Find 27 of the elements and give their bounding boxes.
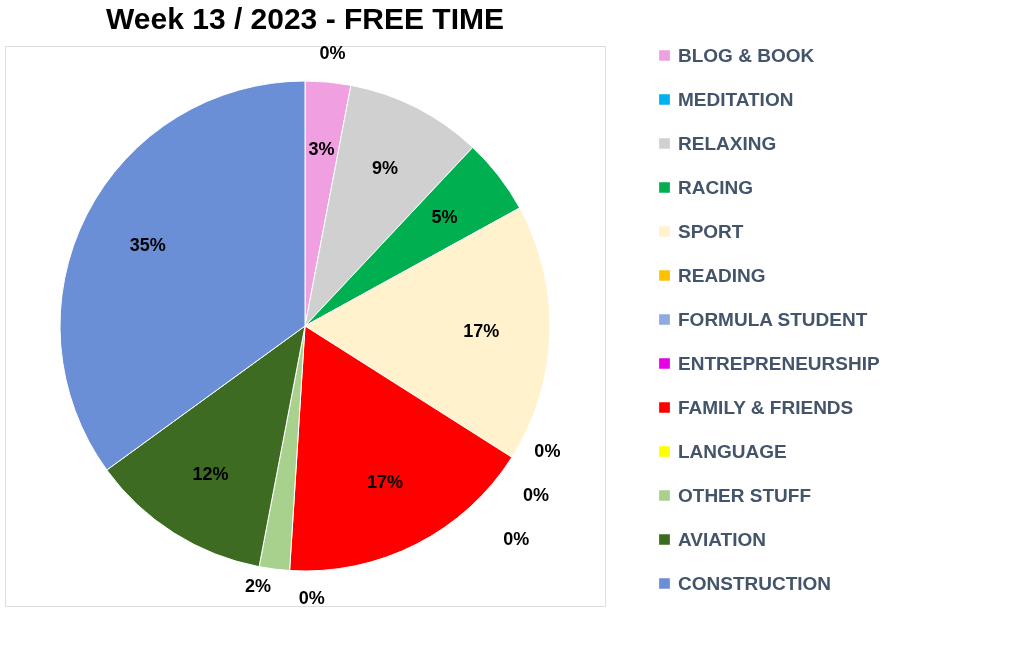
data-label: 2% <box>245 575 272 596</box>
data-label: 17% <box>463 320 500 341</box>
legend-label: RACING <box>678 176 753 198</box>
legend-label: FAMILY & FRIENDS <box>678 396 854 418</box>
legend-label: AVIATION <box>678 528 766 550</box>
legend-label: READING <box>678 264 766 286</box>
data-label: 35% <box>129 234 166 255</box>
legend-label: CONSTRUCTION <box>678 572 832 594</box>
data-label: 17% <box>367 472 404 493</box>
legend-label: BLOG & BOOK <box>678 44 815 66</box>
text: 0% <box>298 587 325 608</box>
data-label: 5% <box>431 206 458 227</box>
legend-label: SPORT <box>678 220 744 242</box>
chart-title: Week 13 / 2023 - FREE TIME <box>106 2 504 36</box>
text: 0% <box>319 43 346 64</box>
text: 0% <box>534 440 561 461</box>
legend-label: OTHER STUFF <box>678 484 811 506</box>
data-label: 12% <box>192 463 229 484</box>
text: 0% <box>503 529 530 550</box>
legend-label: MEDITATION <box>678 88 794 110</box>
legend-label: LANGUAGE <box>678 440 787 462</box>
legend-label: ENTREPRENEURSHIP <box>678 352 880 374</box>
legend-label: FORMULA STUDENT <box>678 308 868 330</box>
text: 0% <box>523 485 550 506</box>
legend-label: RELAXING <box>678 132 777 154</box>
data-label: 9% <box>372 157 399 178</box>
data-label: 3% <box>308 139 335 160</box>
